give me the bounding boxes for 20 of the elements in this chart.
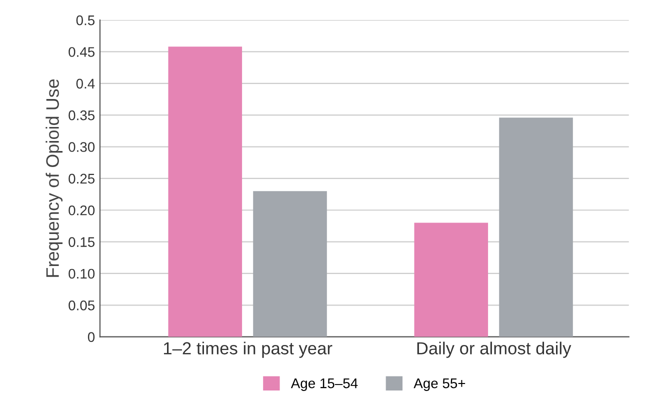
y-tick-label: 0.15 xyxy=(68,237,95,247)
bar xyxy=(499,118,573,337)
bar xyxy=(253,191,327,337)
y-tick-label: 0.10 xyxy=(68,268,95,279)
y-tick-label: 0.30 xyxy=(68,142,95,152)
y-tick-label: 0.25 xyxy=(68,174,95,184)
legend-label: Age 15–54 xyxy=(290,378,358,391)
y-tick-label: 0.20 xyxy=(68,205,95,216)
x-tick-label: 1–2 times in past year xyxy=(164,342,332,358)
y-tick-label: 0.4 xyxy=(76,78,95,89)
bar xyxy=(414,222,488,337)
y-tick-label: 0.45 xyxy=(68,47,95,57)
legend-label: Age 55+ xyxy=(414,378,466,391)
y-axis-title: Frequency of Opioid Use xyxy=(46,79,63,277)
y-tick-label: 0 xyxy=(88,332,95,342)
x-tick-label: Daily or almost daily xyxy=(417,342,572,358)
y-tick-label: 0.05 xyxy=(68,300,95,310)
bar xyxy=(168,46,242,337)
y-tick-label: 0.5 xyxy=(76,15,95,26)
y-tick-label: 0.35 xyxy=(68,110,95,120)
